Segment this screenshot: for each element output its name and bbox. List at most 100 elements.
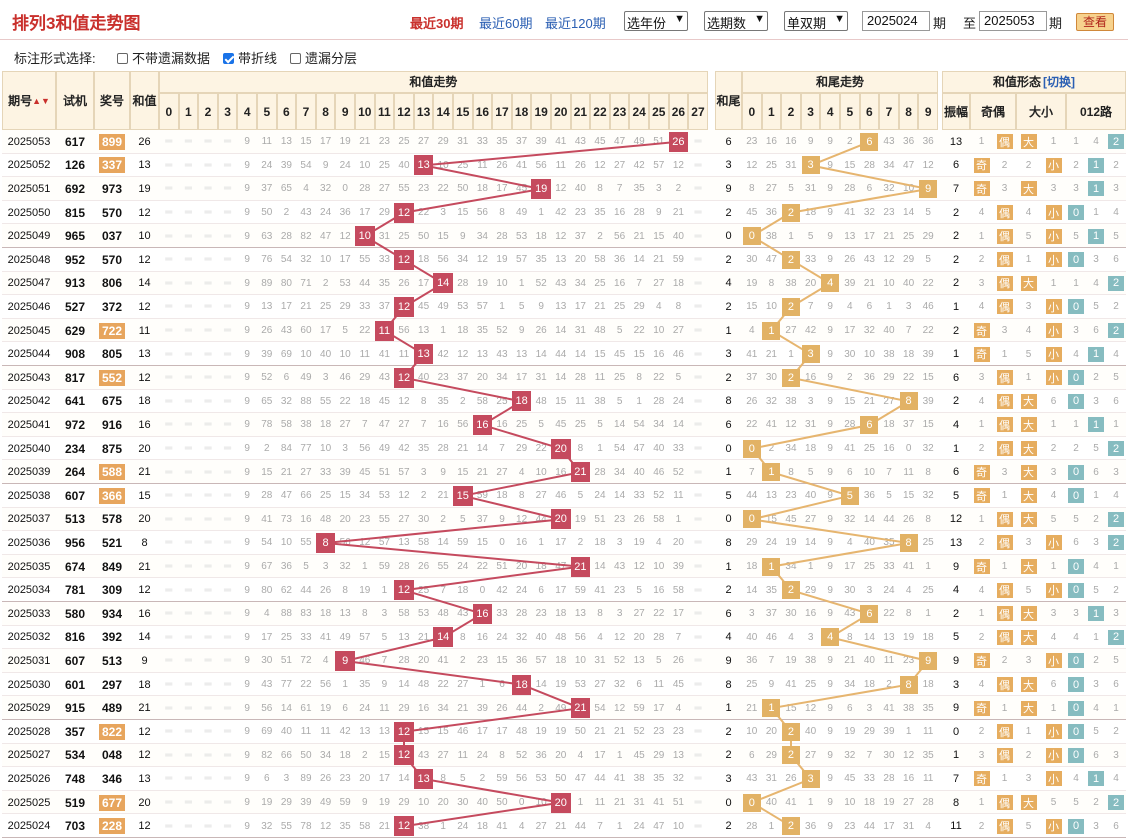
header-period[interactable]: 期号 ▲▼ [2, 71, 56, 130]
miss-count: 52 [653, 490, 665, 502]
miss-count: 30 [746, 254, 758, 266]
nav-recent-30[interactable]: 最近30期 [410, 16, 464, 31]
tail-trend-cell: 3 [801, 767, 821, 791]
nav-recent-120[interactable]: 最近120期 [545, 16, 606, 31]
miss-count: 18 [672, 277, 684, 289]
odd-cell: 2 [970, 248, 993, 272]
miss-none: ═ [204, 254, 212, 266]
sum-trend-cell: 8 [453, 626, 473, 650]
miss-count: 52 [496, 325, 508, 337]
miss-count: 9 [244, 419, 250, 431]
header-sum-col: 10 [355, 93, 375, 130]
miss-count: 53 [418, 608, 430, 620]
period-cell: 2025042 [7, 395, 51, 408]
to-period-input[interactable]: 2025053 [979, 11, 1047, 31]
checkbox-checked-icon[interactable] [223, 53, 234, 64]
miss-count: 19 [574, 513, 586, 525]
sum-trend-cell: 52 [531, 272, 551, 296]
miss-count: 5 [577, 490, 584, 502]
sum-trend-cell: ═ [198, 437, 218, 461]
miss-count: 7 [905, 325, 912, 337]
miss-count: 4 [978, 395, 985, 407]
miss-none: ═ [184, 395, 192, 407]
checkbox-icon[interactable] [117, 53, 128, 64]
option-layered[interactable]: 遗漏分层 [290, 48, 357, 67]
tail-trend-cell: 10 [742, 720, 762, 744]
small-cell: 小 [1041, 224, 1066, 248]
miss-count: 28 [359, 183, 371, 195]
sum-trend-cell: ═ [198, 602, 218, 626]
miss-count: 28 [516, 608, 528, 620]
sum-trend-cell: ═ [198, 342, 218, 366]
sum-trend-cell: 11 [453, 744, 473, 768]
tail-trend-cell: 19 [840, 720, 860, 744]
miss-count: 59 [672, 254, 684, 266]
view-button[interactable]: 查看 [1076, 13, 1114, 31]
miss-count: 1 [1025, 726, 1032, 738]
miss-count: 13 [378, 726, 390, 738]
nav-recent-60[interactable]: 最近60期 [479, 16, 533, 31]
sum-trend-cell: 4 [257, 602, 277, 626]
sum-trend-cell: ═ [159, 649, 179, 673]
even-tag: 偶 [996, 818, 1013, 834]
type-select[interactable]: 单双期 ▼ [784, 11, 848, 31]
checkbox-icon[interactable] [290, 53, 301, 64]
miss-none: ═ [694, 325, 702, 337]
miss-none: ═ [224, 513, 232, 525]
period-select[interactable]: 选期数 ▼ [704, 11, 768, 31]
tail-trend-cell: 46 [762, 626, 782, 650]
sort-icon[interactable]: ▲▼ [32, 95, 50, 106]
sum-trend-cell: 57 [531, 649, 551, 673]
sum-trend-cell: 9 [237, 626, 257, 650]
sum-trend-cell: 21 [414, 626, 434, 650]
tail-trend-cell: 17 [840, 555, 860, 579]
sum-trend-cell: 2 [453, 649, 473, 673]
year-select[interactable]: 选年份 ▼ [624, 11, 688, 31]
option-with-lines[interactable]: 带折线 [223, 48, 277, 67]
sum-trend-cell: 14 [610, 484, 630, 508]
sum-trend-cell: 12 [669, 154, 689, 178]
sum-trend-cell: 8 [492, 744, 512, 768]
miss-count: 1 [597, 443, 603, 455]
sum-trend-cell: 77 [277, 673, 297, 697]
miss-count: 30 [418, 513, 430, 525]
sum-trend-cell: 20 [551, 437, 571, 461]
sum-trend-cell: ═ [159, 366, 179, 390]
option-no-miss[interactable]: 不带遗漏数据 [117, 48, 210, 67]
miss-count: 6 [1113, 820, 1119, 832]
sum-trend-cell: 13 [355, 720, 375, 744]
miss-count: 26 [785, 773, 797, 785]
miss-count: 41 [261, 513, 273, 525]
miss-count: 5 [1025, 230, 1032, 242]
sum-trend-cell: 23 [473, 649, 493, 673]
sum-trend-cell: 11 [590, 791, 610, 815]
tail-trend-cell: 3 [742, 602, 762, 626]
odd-cell: 奇 [970, 154, 993, 178]
route-cell: 1 [1106, 696, 1126, 720]
miss-count: 9 [244, 372, 250, 384]
miss-count: 9 [827, 820, 833, 832]
tail-trend-cell: 31 [781, 154, 801, 178]
miss-count: 11 [379, 702, 390, 714]
miss-count: 28 [922, 797, 934, 809]
sum-trend-cell: 58 [473, 390, 493, 414]
miss-count: 24 [765, 537, 777, 549]
miss-count: 12 [672, 159, 684, 171]
miss-count: 3 [1050, 466, 1057, 478]
miss-count: 9 [244, 608, 250, 620]
from-period-input[interactable]: 2025024 [862, 11, 930, 31]
sum-trend-cell: 1 [669, 508, 689, 532]
miss-count: 55 [320, 395, 332, 407]
amplitude-cell: 5 [952, 631, 960, 644]
sum-trend-cell: ═ [218, 224, 238, 248]
award-number-cell: 392 [94, 626, 130, 650]
miss-count: 26 [496, 159, 508, 171]
sum-value-cell: 15 [138, 489, 151, 502]
switch-link[interactable]: [切换] [1043, 75, 1075, 89]
test-number-cell: 816 [64, 630, 86, 645]
even-cell: 偶 [993, 413, 1016, 437]
sum-trend-cell: 54 [296, 154, 316, 178]
sum-trend-cell: 6 [629, 673, 649, 697]
miss-count: 37 [765, 608, 777, 620]
sum-mark: 11 [374, 320, 395, 341]
